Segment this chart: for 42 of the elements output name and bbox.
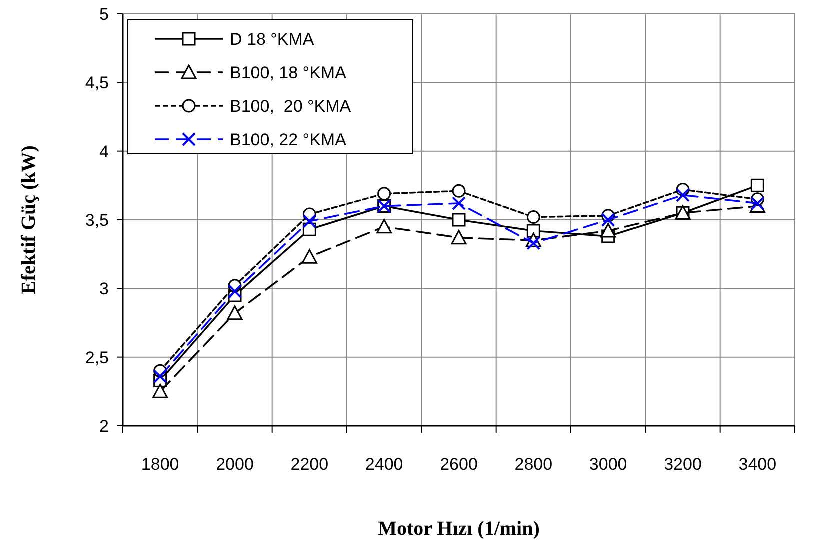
- y-tick-label: 4,5: [85, 74, 109, 93]
- y-tick-label: 3,5: [85, 210, 109, 230]
- y-axis-title: Efektif Güç (kW): [18, 146, 40, 294]
- x-tick-label: 3200: [664, 455, 702, 474]
- point: [676, 188, 690, 202]
- point: [378, 187, 392, 201]
- x-tick-label: 3000: [589, 455, 628, 474]
- legend-label: B100, 22 °KMA: [230, 130, 348, 150]
- y-tick-label: 3: [100, 280, 109, 299]
- legend-label: B100, 20 °KMA: [230, 96, 352, 116]
- point: [302, 249, 318, 264]
- point: [600, 223, 616, 238]
- point: [526, 236, 541, 250]
- x-tick-label: 2800: [514, 455, 553, 474]
- y-tick-label: 4: [100, 142, 109, 162]
- point: [452, 213, 466, 227]
- point: [601, 213, 616, 227]
- y-tick-label: 2: [100, 416, 109, 436]
- x-tick-label: 2400: [365, 455, 404, 474]
- x-tick-label: 1800: [141, 455, 180, 474]
- point: [452, 184, 466, 198]
- point: [452, 196, 466, 211]
- point: [152, 384, 168, 398]
- x-tick-label: 2200: [290, 455, 329, 474]
- x-tick-label: 3400: [738, 455, 777, 474]
- y-tick-label: 2,5: [85, 348, 109, 368]
- point: [526, 224, 540, 238]
- legend-label: B100, 18 °KMA: [230, 63, 348, 82]
- x-tick-label: 2600: [440, 455, 478, 474]
- point: [451, 230, 467, 245]
- point: [228, 284, 242, 298]
- point: [153, 370, 168, 384]
- point: [526, 210, 540, 224]
- point: [376, 219, 392, 234]
- x-tick-label: 2000: [216, 455, 254, 474]
- y-tick-label: 5: [100, 4, 109, 24]
- x-axis-title: Motor Hızı (1/min): [378, 518, 540, 540]
- point: [750, 178, 764, 192]
- point: [227, 306, 243, 320]
- point: [750, 196, 765, 211]
- point: [302, 214, 317, 228]
- legend-label: D 18 °KMA: [230, 30, 315, 49]
